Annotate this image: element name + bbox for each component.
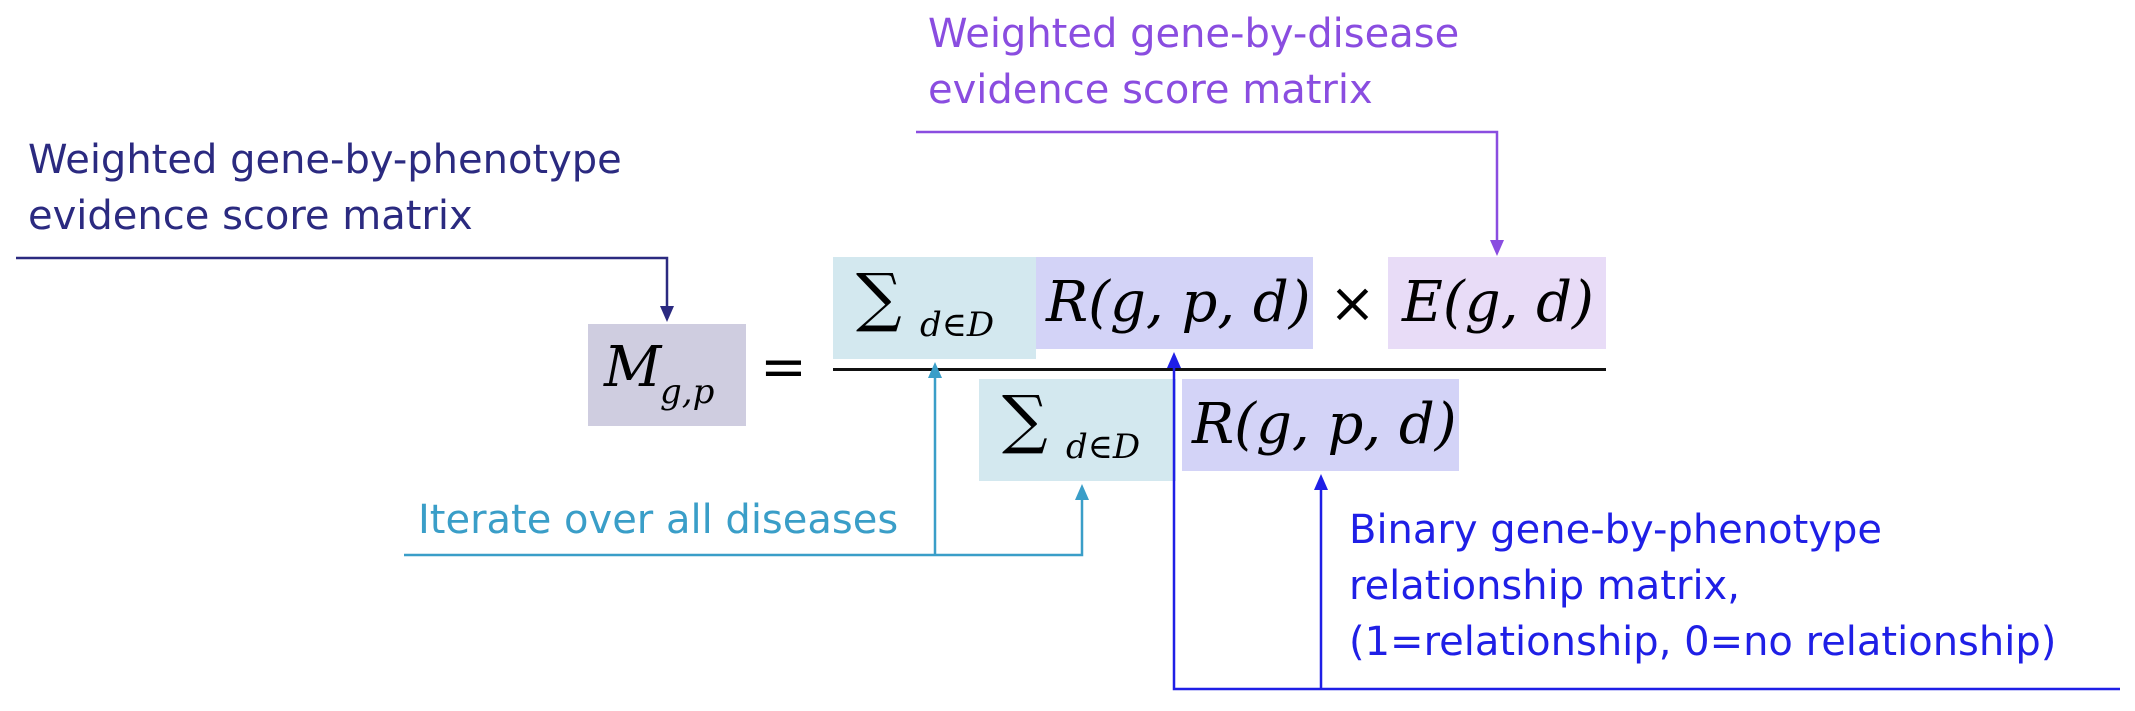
lhs-subscript: g,p bbox=[660, 372, 715, 412]
numerator-r-highlight bbox=[1036, 257, 1313, 349]
numerator-sum-symbol: ∑ bbox=[856, 261, 902, 335]
numerator-sum-subscript: d∈D bbox=[920, 305, 995, 345]
fraction-line bbox=[833, 368, 1606, 371]
equals-sign: = bbox=[760, 335, 807, 400]
phenotype-weighted-line-2: evidence score matrix bbox=[28, 193, 473, 239]
binary-line-1: Binary gene-by-phenotype bbox=[1349, 507, 1882, 553]
numerator-r-term: R(g, p, d) bbox=[1046, 270, 1311, 335]
denominator-sum-subscript: d∈D bbox=[1066, 427, 1141, 467]
binary-arrow bbox=[1167, 352, 2120, 691]
disease-weighted-label: Weighted gene-by-disease evidence score … bbox=[928, 6, 1459, 118]
phenotype-weighted-line-1: Weighted gene-by-phenotype bbox=[28, 137, 622, 183]
disease-weighted-arrow bbox=[916, 130, 1504, 256]
numerator-e-highlight bbox=[1388, 257, 1606, 349]
times-sign: × bbox=[1329, 271, 1376, 336]
denominator-r-highlight bbox=[1182, 379, 1459, 471]
lhs-base: M bbox=[604, 335, 662, 400]
denominator-sum-symbol: ∑ bbox=[1002, 383, 1048, 457]
iterate-label: Iterate over all diseases bbox=[418, 497, 899, 543]
numerator-sum-highlight bbox=[833, 257, 1036, 359]
binary-line-2: relationship matrix, bbox=[1349, 563, 1740, 609]
phenotype-weighted-label: Weighted gene-by-phenotype evidence scor… bbox=[28, 132, 622, 244]
denominator-r-term: R(g, p, d) bbox=[1192, 392, 1457, 457]
phenotype-weighted-arrow bbox=[16, 256, 674, 322]
binary-label: Binary gene-by-phenotype relationship ma… bbox=[1349, 502, 2056, 670]
binary-line-3: (1=relationship, 0=no relationship) bbox=[1349, 619, 2057, 665]
denominator-sum-highlight bbox=[979, 379, 1176, 481]
disease-weighted-line-2: evidence score matrix bbox=[928, 67, 1373, 113]
numerator-e-term: E(g, d) bbox=[1402, 270, 1594, 335]
iterate-arrow bbox=[404, 362, 1089, 557]
disease-weighted-line-1: Weighted gene-by-disease bbox=[928, 11, 1460, 57]
lhs-highlight bbox=[588, 324, 746, 426]
